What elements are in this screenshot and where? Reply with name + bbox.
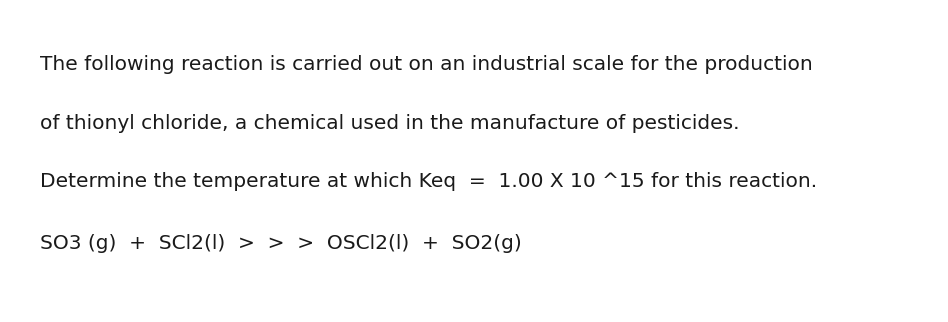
Text: of thionyl chloride, a chemical used in the manufacture of pesticides.: of thionyl chloride, a chemical used in … — [40, 114, 739, 134]
Text: SO3 (g)  +  SCl2(l)  >  >  >  OSCl2(l)  +  SO2(g): SO3 (g) + SCl2(l) > > > OSCl2(l) + SO2(g… — [40, 233, 521, 253]
Text: The following reaction is carried out on an industrial scale for the production: The following reaction is carried out on… — [40, 55, 812, 74]
Text: Determine the temperature at which Keq  =  1.00 X 10 ^15 for this reaction.: Determine the temperature at which Keq =… — [40, 172, 817, 192]
